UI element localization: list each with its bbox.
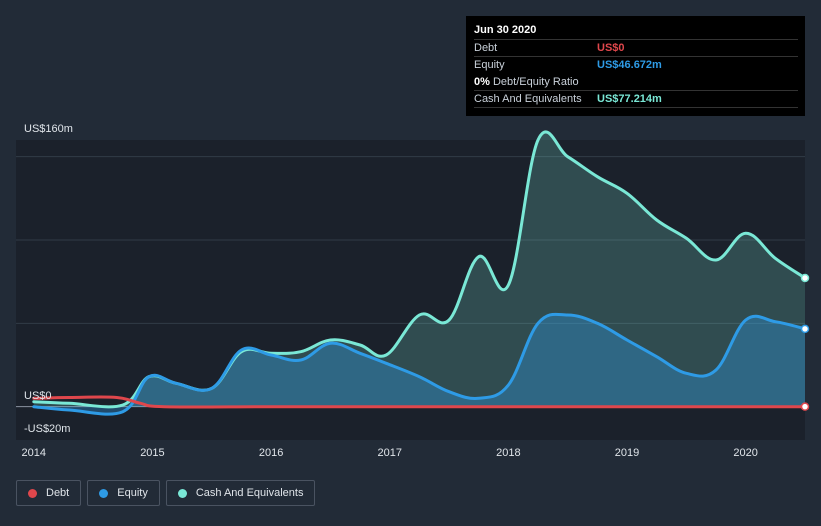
plot-background [16, 140, 805, 440]
tooltip-date: Jun 30 2020 [474, 24, 537, 36]
chart-legend: Debt Equity Cash And Equivalents [16, 480, 316, 506]
x-tick-label: 2015 [140, 447, 164, 459]
y-tick-label: -US$20m [24, 423, 70, 435]
series-lines [32, 130, 807, 416]
tooltip-row-debt: Debt US$0 [474, 39, 798, 56]
x-tick-label: 2020 [733, 447, 757, 459]
legend-equity-label: Equity [117, 487, 148, 499]
series-areas [33, 131, 805, 415]
tooltip-row-cash: Cash And Equivalents US$77.214m [474, 90, 798, 108]
debt-endpoint [800, 402, 810, 411]
x-axis-labels: 2014 2015 2016 2017 2018 2019 2020 [22, 447, 758, 459]
debt-line [32, 395, 807, 409]
tooltip-cash-value: US$77.214m [597, 93, 662, 105]
tooltip-panel: Jun 30 2020 Debt US$0 Equity US$46.672m … [466, 16, 805, 116]
legend-debt[interactable]: Debt [16, 480, 82, 506]
equity-line [32, 312, 807, 416]
y-tick-label: US$0 [24, 390, 52, 402]
equity-area [33, 314, 805, 415]
cash-dot-icon [177, 488, 187, 498]
y-tick-label: US$160m [24, 123, 73, 135]
series-endpoints [800, 273, 810, 411]
equity-dot-icon [99, 488, 109, 498]
x-tick-label: 2019 [615, 447, 639, 459]
debt-dot-icon [28, 488, 37, 498]
tooltip-equity-value: US$46.672m [597, 59, 662, 71]
equity-endpoint [800, 324, 810, 334]
tooltip-ratio-label: Debt/Equity Ratio [492, 75, 579, 88]
x-tick-label: 2014 [22, 447, 46, 459]
tooltip-debt-label: Debt [474, 42, 498, 54]
tooltip-debt-value: US$0 [597, 42, 625, 54]
x-tick-label: 2018 [496, 447, 520, 459]
x-tick-label: 2016 [259, 447, 283, 459]
x-tick-label: 2017 [377, 447, 401, 459]
tooltip-ratio-value: 0% [474, 75, 490, 88]
y-axis-labels: US$160m US$0 -US$20m [24, 123, 73, 435]
tooltip-ratio: 0% Debt/Equity Ratio [474, 74, 579, 91]
tooltip-equity-label: Equity [474, 59, 505, 71]
legend-cash[interactable]: Cash And Equivalents [165, 480, 316, 506]
cash-endpoint [800, 273, 810, 283]
legend-equity[interactable]: Equity [87, 480, 160, 506]
cash-area [33, 131, 805, 407]
tooltip-cash-label: Cash And Equivalents [474, 93, 582, 105]
legend-debt-label: Debt [46, 487, 70, 499]
legend-cash-label: Cash And Equivalents [195, 487, 304, 499]
tooltip-row-equity: Equity US$46.672m 0% Debt/Equity Ratio [474, 56, 798, 90]
